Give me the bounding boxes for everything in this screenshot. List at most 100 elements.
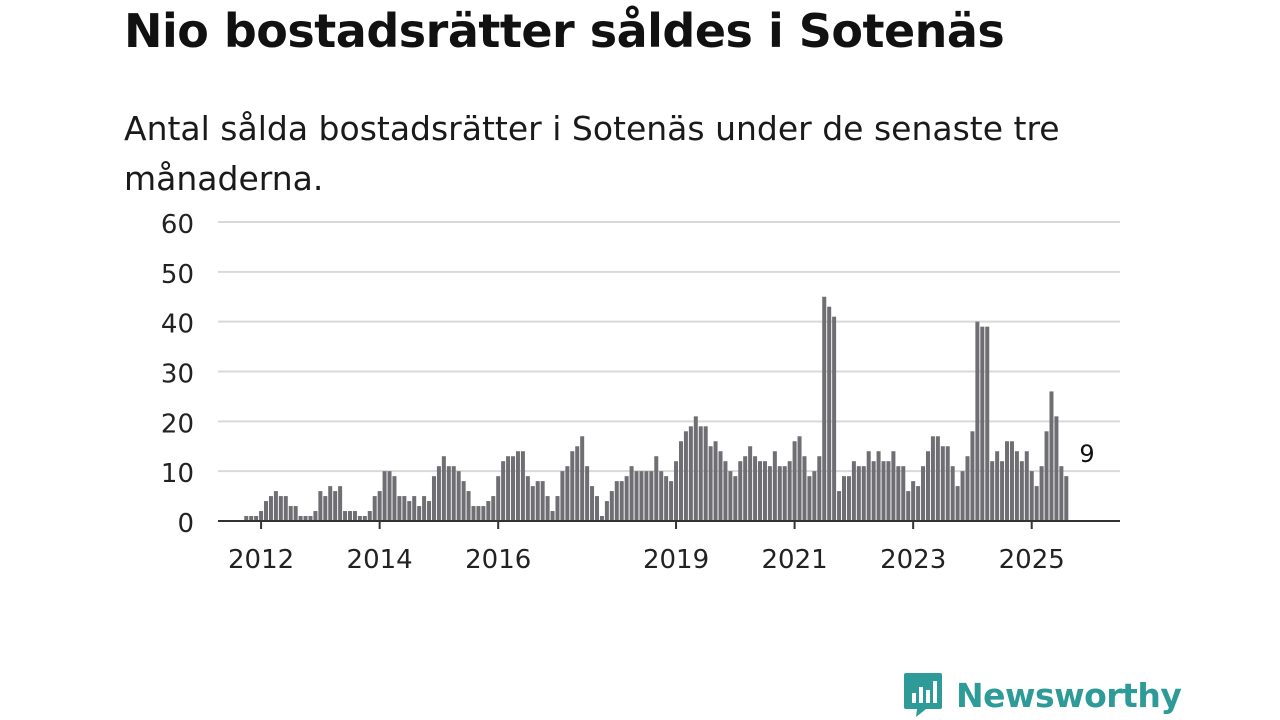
bar (980, 326, 985, 521)
newsworthy-logo: Newsworthy (902, 670, 1182, 720)
bar (925, 451, 930, 521)
bar (802, 456, 807, 521)
x-tick-label: 2021 (762, 545, 828, 575)
bar (1064, 476, 1069, 521)
bar (288, 506, 293, 521)
bar (491, 496, 496, 521)
y-tick-label: 40 (161, 310, 194, 340)
bar (817, 456, 822, 521)
bar (856, 466, 861, 521)
bar (328, 486, 333, 521)
bar (377, 491, 382, 521)
bar (772, 451, 777, 521)
bar (807, 476, 812, 521)
bar (921, 466, 926, 521)
bar (436, 466, 441, 521)
bar (540, 481, 545, 521)
bar (565, 466, 570, 521)
bar (461, 481, 466, 521)
bar (866, 451, 871, 521)
bar (782, 466, 787, 521)
bar (308, 516, 313, 521)
bar (338, 486, 343, 521)
bar (965, 456, 970, 521)
highlight-value-label: 9 (1079, 440, 1094, 468)
bar (861, 466, 866, 521)
x-tick-label: 2023 (880, 545, 946, 575)
bar (249, 516, 254, 521)
bar (718, 451, 723, 521)
bar (970, 431, 975, 521)
bar (520, 451, 525, 521)
bar (990, 461, 995, 521)
bar (698, 426, 703, 521)
bar (693, 416, 698, 521)
bar (431, 476, 436, 521)
bar (1049, 391, 1054, 521)
y-tick-label: 30 (161, 360, 194, 390)
bar (456, 471, 461, 521)
chart-title: Nio bostadsrätter såldes i Sotenäs (124, 4, 1005, 58)
bar (659, 471, 664, 521)
bar (343, 511, 348, 521)
bar (427, 501, 432, 521)
bar (590, 486, 595, 521)
bar (822, 296, 827, 521)
bar (466, 491, 471, 521)
bar (278, 496, 283, 521)
x-tick-label: 2016 (465, 545, 531, 575)
bar (446, 466, 451, 521)
y-tick-label: 50 (161, 260, 194, 290)
bar (580, 436, 585, 521)
bar (1029, 471, 1034, 521)
bar (595, 496, 599, 521)
x-tick-label: 2012 (228, 545, 294, 575)
bar (476, 506, 481, 521)
chart-subtitle: Antal sålda bostadsrätter i Sotenäs unde… (124, 109, 1060, 198)
bar (733, 476, 738, 521)
y-tick-label: 60 (161, 210, 194, 240)
bar (575, 446, 580, 521)
bar (264, 501, 269, 521)
bar (417, 506, 422, 521)
bar (397, 496, 402, 521)
y-tick-label: 10 (161, 459, 194, 489)
bar (604, 501, 609, 521)
bar (333, 491, 338, 521)
bar (762, 461, 767, 521)
bar (634, 471, 639, 521)
bar (530, 486, 535, 521)
bar (985, 326, 990, 521)
bar (664, 476, 669, 521)
x-tick-label: 2019 (643, 545, 709, 575)
bar (901, 466, 906, 521)
x-tick-label: 2014 (347, 545, 413, 575)
bar (555, 496, 560, 521)
newsworthy-wordmark: Newsworthy (956, 675, 1182, 715)
bar (599, 516, 604, 521)
bar (515, 451, 520, 521)
bar (441, 456, 446, 521)
bar (629, 466, 634, 521)
bar (506, 456, 511, 521)
bar (318, 491, 323, 521)
bar (560, 471, 565, 521)
bar (753, 456, 758, 521)
bar (708, 446, 713, 521)
bar (837, 491, 842, 521)
bar (614, 481, 619, 521)
bar (758, 461, 763, 521)
bar (945, 446, 950, 521)
bar (412, 496, 417, 521)
bar (268, 496, 273, 521)
bar (1000, 461, 1005, 521)
bar (787, 461, 792, 521)
bar (402, 496, 407, 521)
bar (313, 511, 318, 521)
bar (683, 431, 688, 521)
bar (876, 451, 881, 521)
bar (1024, 451, 1029, 521)
bar (955, 486, 960, 521)
bar (896, 466, 901, 521)
bar (357, 516, 362, 521)
